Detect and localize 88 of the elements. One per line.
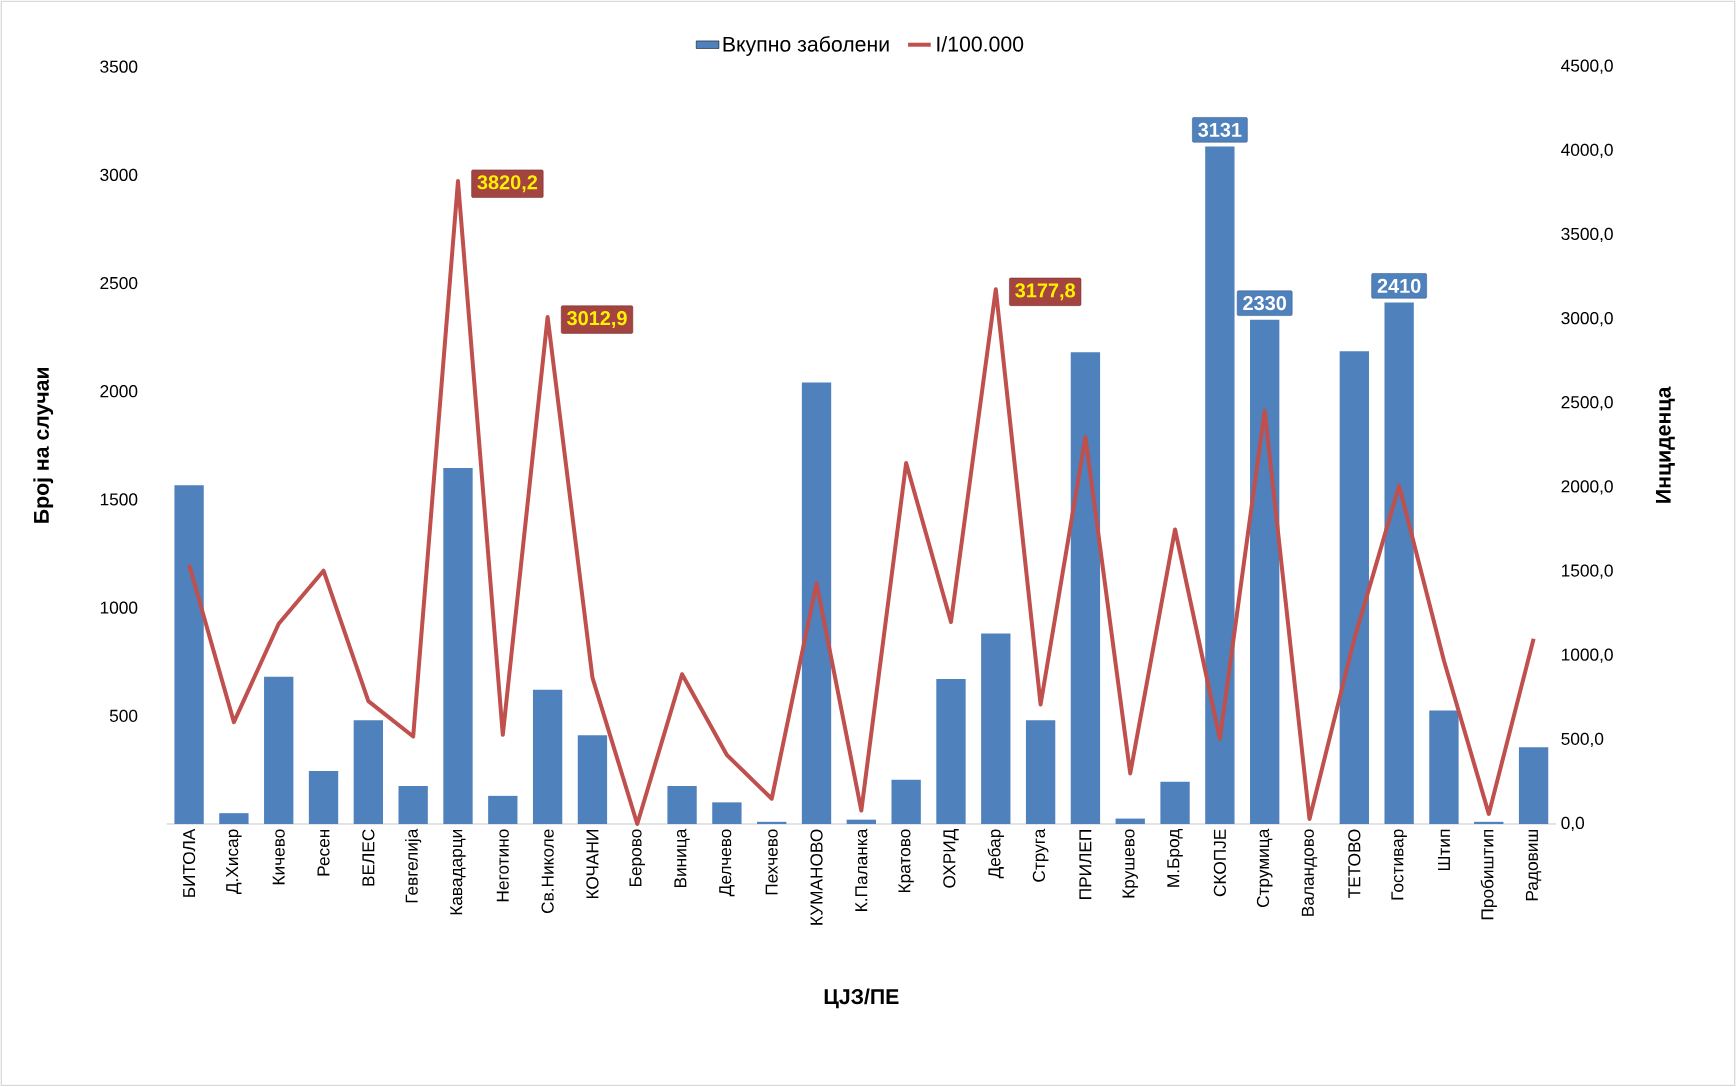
data-label: 3177,8 (1015, 283, 1076, 301)
y2-tick-label: 500,0 (1561, 732, 1604, 748)
bar (308, 771, 339, 825)
x-tick-label: Кратово (898, 829, 914, 893)
data-label: 3820,2 (477, 175, 538, 193)
y-tick-label: 2000 (100, 385, 138, 398)
bar (1250, 320, 1280, 825)
x-tick-label: К.Паланка (855, 828, 868, 912)
y2-tick-label: 0,0 (1561, 817, 1585, 832)
x-tick-label: Дебар (987, 829, 1004, 879)
bar (174, 485, 204, 825)
bar (1025, 720, 1056, 825)
bar (801, 382, 832, 825)
bar (891, 779, 921, 825)
y2-tick-label: 3000,0 (1561, 312, 1613, 327)
x-tick-label: КОЧАНИ (586, 830, 599, 899)
bar (1474, 822, 1504, 825)
bar (398, 786, 428, 825)
x-tick-label: М.Брод (1167, 829, 1183, 887)
bar (936, 679, 966, 825)
x-tick-label: Радовиш (1525, 830, 1542, 901)
x-tick-label: Св.Николе (541, 829, 554, 914)
x-tick-label: Штип (1438, 830, 1450, 871)
x-tick-label: БИТОЛА (182, 828, 196, 898)
y2-tick-label: 3500,0 (1561, 227, 1613, 243)
y2-tick-label: 4500,0 (1561, 59, 1613, 74)
data-label: 2330 (1243, 296, 1287, 311)
x-tick-label: Гевгелија (405, 828, 422, 903)
bar (577, 735, 608, 825)
bar (712, 802, 742, 825)
data-label: 2410 (1377, 278, 1421, 294)
x-tick-label: Струга (1032, 828, 1049, 882)
x-tick-label: ОХРИД (943, 829, 959, 888)
x-tick-label: Виница (674, 828, 690, 888)
y2-axis-title: Инциденца (1655, 386, 1675, 503)
x-tick-label: Делчево (719, 829, 735, 897)
x-tick-label: Пробиштип (1480, 830, 1497, 920)
x-tick-label: Кавадарци (450, 830, 466, 915)
x-tick-label: Неготино (496, 829, 509, 902)
x-tick-label: Валандово (1301, 829, 1318, 917)
x-tick-label: ТЕТОВО (1348, 829, 1361, 899)
x-tick-label: ВЕЛЕС (362, 829, 375, 886)
bar (488, 796, 518, 825)
bar (1070, 352, 1101, 825)
y-tick-label: 1000 (100, 601, 138, 614)
x-tick-label: Д.Хисар (226, 829, 242, 895)
x-tick-label: Кичево (272, 829, 285, 885)
bar (1205, 146, 1235, 825)
bar (443, 468, 473, 825)
bar (353, 720, 384, 825)
bar (981, 633, 1011, 825)
bar (1429, 710, 1459, 825)
bar (264, 677, 294, 825)
data-label: 3012,9 (567, 311, 627, 329)
bar (667, 786, 697, 825)
bar (1384, 302, 1414, 825)
x-tick-label: Гостивар (1391, 829, 1407, 900)
bar (532, 690, 563, 825)
y-tick-label: 1500 (100, 493, 138, 506)
x-tick-label: Ресен (317, 830, 330, 876)
x-axis-title: ЦЈЗ/ПЕ (824, 988, 899, 1009)
y2-tick-label: 1000,0 (1562, 648, 1613, 663)
bar (757, 822, 787, 825)
y-tick-label: 500 (109, 709, 138, 723)
x-tick-label: Пехчево (765, 829, 778, 895)
y2-tick-label: 2000,0 (1561, 480, 1613, 495)
data-label: 3131 (1198, 122, 1242, 138)
bar (219, 813, 249, 825)
y-axis-title: Број на случаи (33, 368, 54, 523)
bar (1518, 747, 1549, 825)
x-tick-label: Струмица (1256, 828, 1273, 908)
x-tick-label: Крушево (1122, 829, 1138, 898)
x-tick-label: Берово (629, 829, 645, 887)
y-tick-label: 3500 (100, 60, 138, 73)
y2-tick-label: 4000,0 (1561, 143, 1613, 159)
bar (1160, 781, 1190, 825)
y2-tick-label: 2500,0 (1561, 396, 1613, 411)
bar (1339, 351, 1369, 825)
y2-tick-label: 1500,0 (1562, 564, 1613, 579)
y-tick-label: 2500 (100, 277, 138, 290)
x-tick-label: СКОПЈЕ (1213, 829, 1226, 897)
x-tick-label: ПРИЛЕП (1079, 830, 1092, 900)
y-tick-label: 3000 (100, 168, 138, 182)
legend-label: Вкупно заболени (723, 36, 889, 57)
bar (846, 819, 877, 825)
x-tick-label: КУМАНОВО (810, 829, 823, 925)
legend-label: I/100.000 (937, 36, 1024, 52)
bar (1115, 818, 1145, 825)
